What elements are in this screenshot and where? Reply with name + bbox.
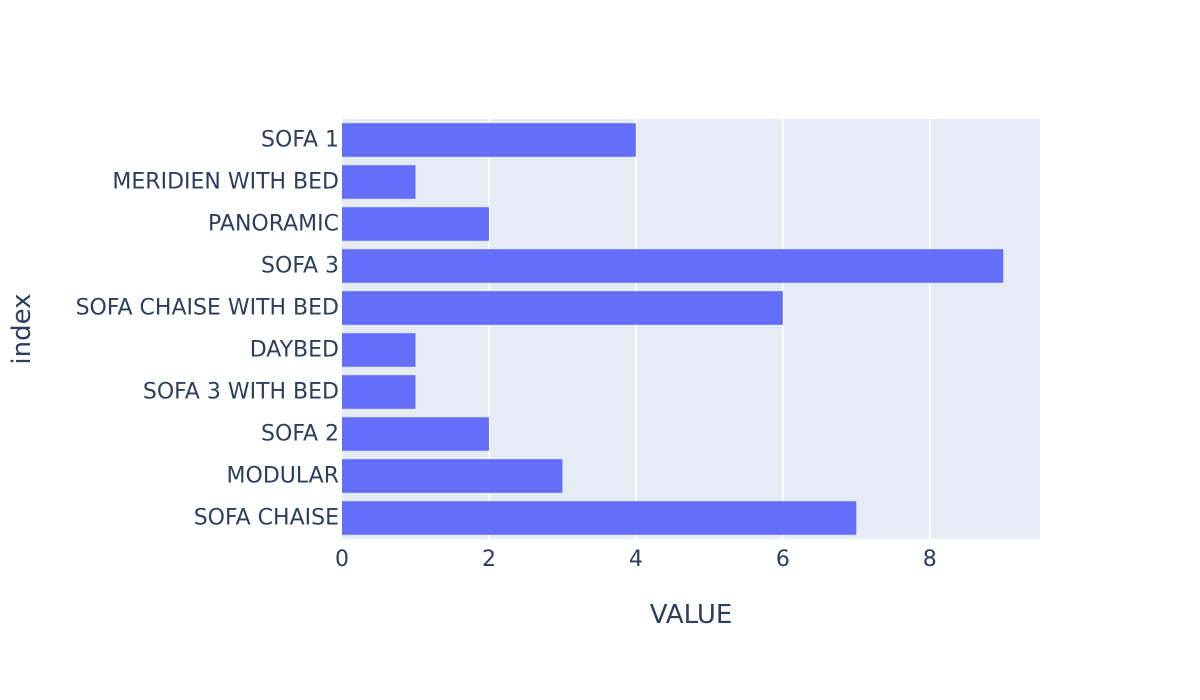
y-tick-label-sofa-chaise-with-bed: SOFA CHAISE WITH BED — [76, 296, 339, 321]
x-tick-label-6: 6 — [776, 547, 790, 572]
y-tick-label-daybed: DAYBED — [250, 338, 339, 363]
x-tick-label-0: 0 — [335, 547, 349, 572]
y-tick-label-modular: MODULAR — [227, 464, 339, 489]
bar-sofa-2[interactable] — [342, 417, 489, 451]
x-tick-label-2: 2 — [482, 547, 496, 572]
y-tick-label-sofa-1: SOFA 1 — [261, 128, 339, 153]
bar-panoramic[interactable] — [342, 207, 489, 241]
x-axis-title: VALUE — [650, 600, 733, 630]
y-axis-title: index — [7, 293, 37, 364]
bar-sofa-3-with-bed[interactable] — [342, 375, 416, 409]
bar-sofa-chaise-with-bed[interactable] — [342, 291, 783, 325]
bar-sofa-3[interactable] — [342, 249, 1004, 283]
x-tick-label-8: 8 — [923, 547, 937, 572]
y-tick-label-panoramic: PANORAMIC — [208, 212, 339, 237]
bar-daybed[interactable] — [342, 333, 416, 367]
bar-sofa-chaise[interactable] — [342, 501, 857, 535]
y-tick-label-sofa-3: SOFA 3 — [261, 254, 339, 279]
bar-meridien-with-bed[interactable] — [342, 165, 416, 199]
y-tick-label-meridien-with-bed: MERIDIEN WITH BED — [112, 170, 339, 195]
bar-sofa-1[interactable] — [342, 123, 636, 157]
bars — [342, 123, 1004, 535]
x-tick-label-4: 4 — [629, 547, 643, 572]
y-tick-labels: SOFA CHAISE MODULAR SOFA 2 SOFA 3 WITH BED D… — [76, 128, 339, 531]
bar-modular[interactable] — [342, 459, 563, 493]
y-tick-label-sofa-2: SOFA 2 — [261, 422, 339, 447]
y-tick-label-sofa-3-with-bed: SOFA 3 WITH BED — [143, 380, 339, 405]
x-tick-labels: 0 2 4 6 8 — [335, 547, 937, 572]
y-tick-label-sofa-chaise: SOFA CHAISE — [194, 506, 339, 531]
